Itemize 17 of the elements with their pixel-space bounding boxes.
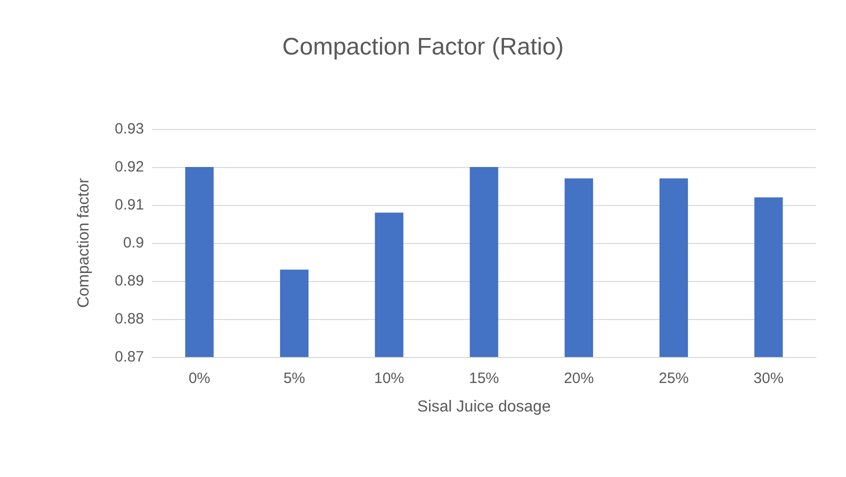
y-tick-label: 0.93: [114, 120, 144, 138]
x-tick-label: 0%: [188, 370, 210, 387]
y-tick-label: 0.88: [114, 310, 144, 328]
y-tick-label: 0.91: [114, 196, 144, 214]
y-tick-label: 0.87: [114, 348, 144, 366]
x-tick-label: 20%: [564, 370, 594, 387]
x-tick-label: 15%: [468, 370, 500, 387]
x-axis-title: Sisal Juice dosage: [417, 398, 551, 416]
x-tick-label: 5%: [283, 370, 306, 387]
y-tick-label: 0.92: [114, 158, 144, 176]
y-tick-label: 0.89: [114, 272, 144, 290]
x-tick-label: 25%: [658, 370, 689, 387]
chart-title: Compaction Factor (Ratio): [282, 34, 564, 60]
x-tick-label: 10%: [374, 370, 404, 387]
y-tick-label: 0.9: [123, 234, 144, 252]
y-axis-title: Compaction factor: [76, 177, 92, 308]
x-tick-label: 30%: [754, 370, 784, 387]
